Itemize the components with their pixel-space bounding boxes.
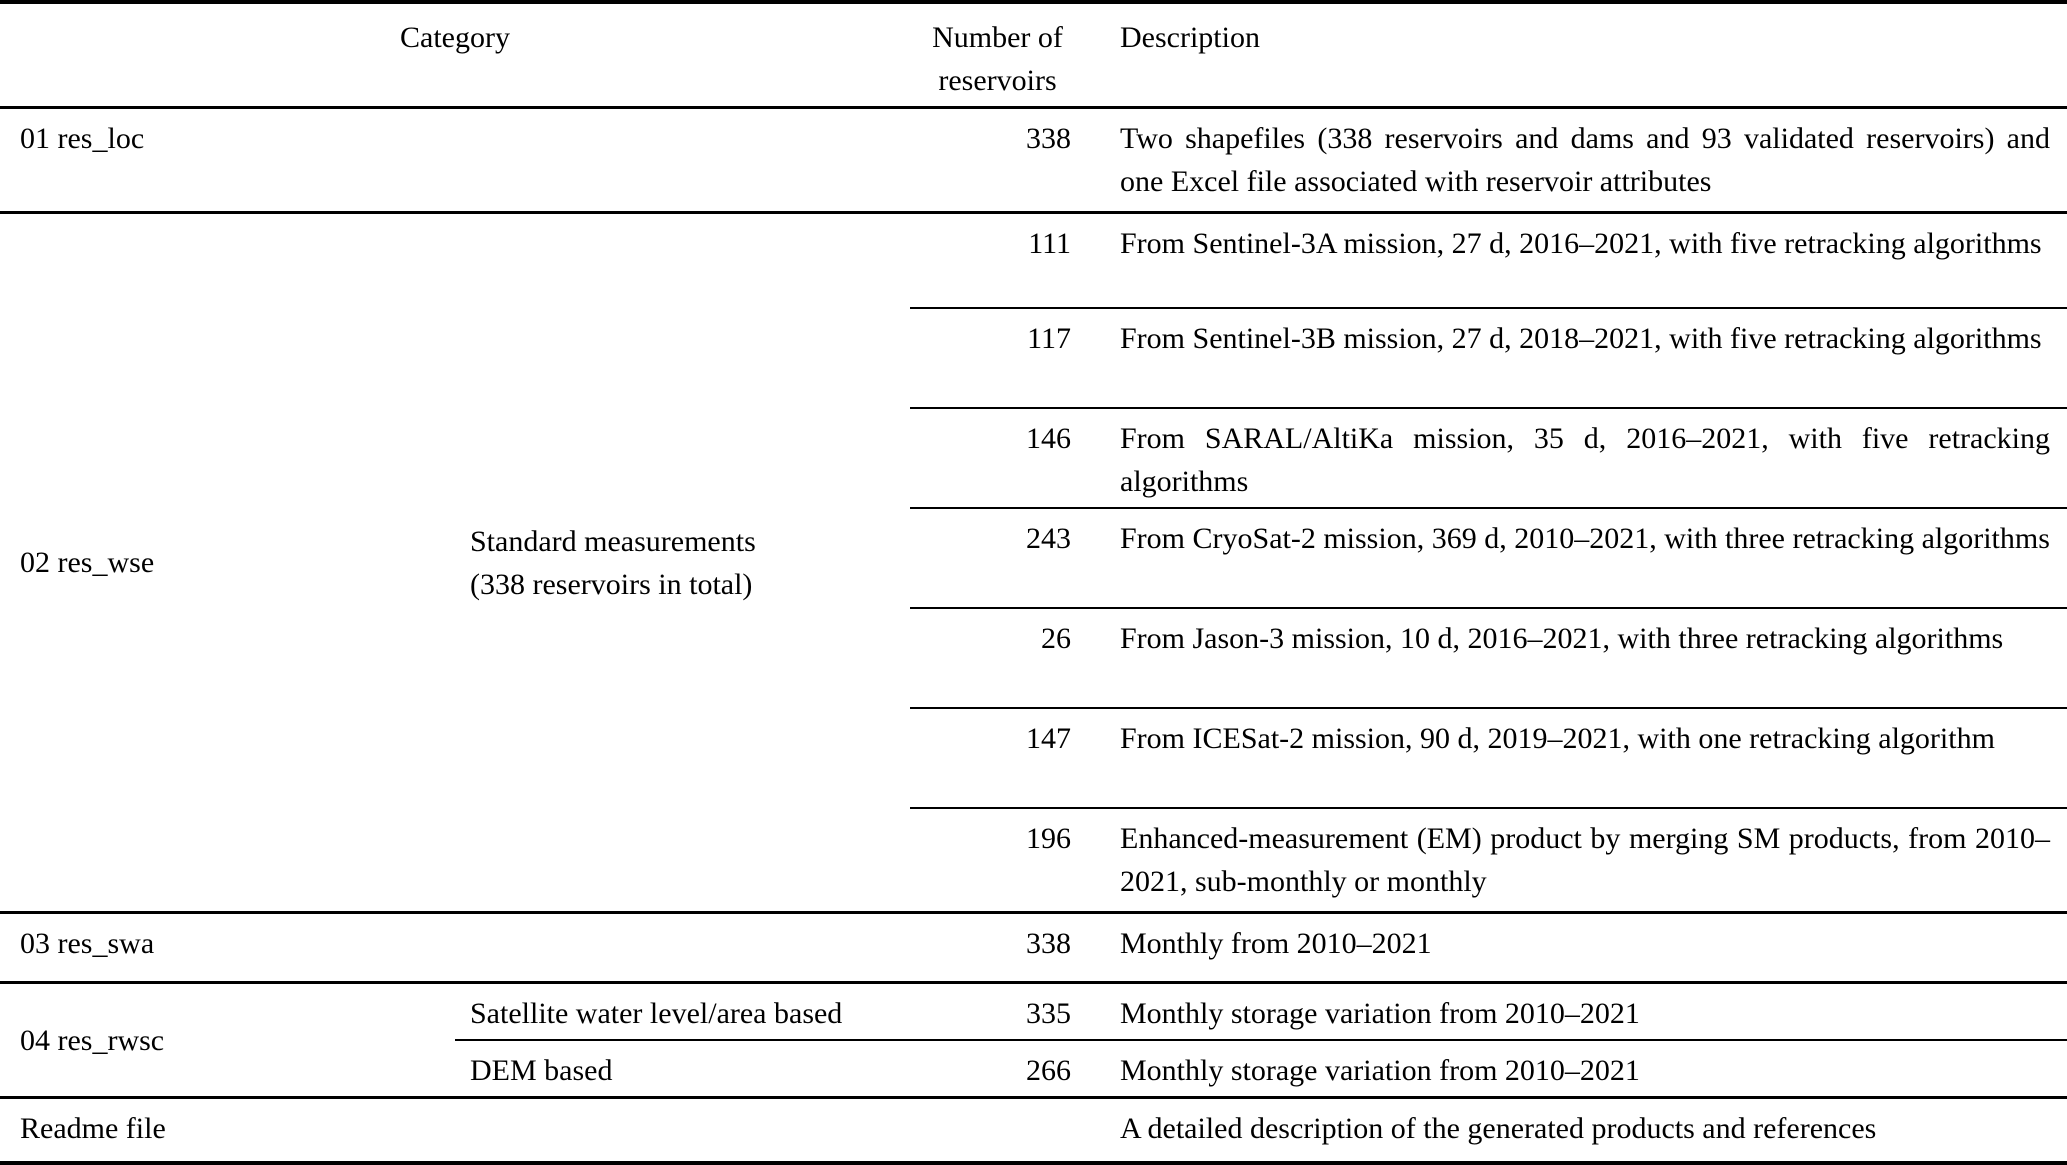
table-row-res-rwsc-satellite: 04 res_rwsc Satellite water level/area b… xyxy=(0,981,2067,1098)
subcategory-cell-empty xyxy=(455,108,910,213)
reservoir-count-cell: 196 xyxy=(910,806,1085,913)
column-header-description: Description xyxy=(1085,2,2067,109)
reservoir-count-cell: 147 xyxy=(910,706,1085,808)
description-cell: From SARAL/AltiKa mission, 35 d, 2016–20… xyxy=(1085,406,2067,508)
table-row-res-wse-jason3: 26 From Jason-3 mission, 10 d, 2016–2021… xyxy=(0,606,2067,708)
reservoir-count-cell xyxy=(910,1096,1085,1163)
table-row-res-loc: 01 res_loc 338 Two shapefiles (338 reser… xyxy=(0,108,2067,213)
table-row-res-wse-sentinel3b: 117 From Sentinel-3B mission, 27 d, 2018… xyxy=(0,306,2067,408)
category-cell: 03 res_swa xyxy=(0,911,455,983)
description-cell: A detailed description of the generated … xyxy=(1085,1096,2067,1163)
reservoir-count-cell: 26 xyxy=(910,606,1085,708)
description-cell: Monthly storage variation from 2010–2021 xyxy=(1085,1039,2067,1098)
reservoir-count-cell: 266 xyxy=(910,1039,1085,1098)
description-cell: Monthly from 2010–2021 xyxy=(1085,911,2067,983)
table-row-res-wse-sentinel3a: 02 res_wse Standard measurements (338 re… xyxy=(0,211,2067,913)
description-cell: Enhanced-measurement (EM) product by mer… xyxy=(1085,806,2067,913)
description-cell: From ICESat-2 mission, 90 d, 2019–2021, … xyxy=(1085,706,2067,808)
category-cell: 04 res_rwsc xyxy=(0,981,455,1098)
reservoir-count-cell: 338 xyxy=(910,911,1085,983)
table-row-res-wse-icesat2: 147 From ICESat-2 mission, 90 d, 2019–20… xyxy=(0,706,2067,808)
description-cell: From Jason-3 mission, 10 d, 2016–2021, w… xyxy=(1085,606,2067,708)
description-cell: From Sentinel-3A mission, 27 d, 2016–202… xyxy=(1085,211,2067,308)
description-cell: From CryoSat-2 mission, 369 d, 2010–2021… xyxy=(1085,506,2067,608)
category-cell: Readme file xyxy=(0,1096,455,1163)
table-row-res-wse-enhanced-measurement: 196 Enhanced-measurement (EM) product by… xyxy=(0,806,2067,913)
category-cell: 02 res_wse xyxy=(0,211,455,913)
table-row-res-swa: 03 res_swa 338 Monthly from 2010–2021 xyxy=(0,911,2067,983)
table-header-row: Category Number of reservoirs Descriptio… xyxy=(0,2,2067,109)
column-header-category: Category xyxy=(0,2,910,109)
subcategory-cell-empty xyxy=(455,1096,910,1163)
reservoir-count-cell: 117 xyxy=(910,306,1085,408)
reservoir-count-cell: 111 xyxy=(910,211,1085,308)
reservoir-count-cell: 243 xyxy=(910,506,1085,608)
subcategory-cell: Standard measurements (338 reservoirs in… xyxy=(455,211,910,913)
description-cell: Two shapefiles (338 reservoirs and dams … xyxy=(1120,122,2050,198)
subcategory-cell: DEM based xyxy=(455,1039,910,1098)
reservoir-count-cell: 338 xyxy=(1026,122,1071,155)
category-cell: 01 res_loc xyxy=(20,122,145,155)
description-cell: Monthly storage variation from 2010–2021 xyxy=(1085,981,2067,1040)
description-cell: From Sentinel-3B mission, 27 d, 2018–202… xyxy=(1085,306,2067,408)
reservoir-count-cell: 335 xyxy=(910,981,1085,1040)
table-row-res-wse-cryosat2: 243 From CryoSat-2 mission, 369 d, 2010–… xyxy=(0,506,2067,608)
table-row-res-wse-saral-altika: 146 From SARAL/AltiKa mission, 35 d, 201… xyxy=(0,406,2067,508)
subcategory-cell-empty xyxy=(455,911,910,983)
column-header-number-of-reservoirs: Number of reservoirs xyxy=(910,2,1085,109)
table-row-readme-file: Readme file A detailed description of th… xyxy=(0,1096,2067,1163)
subcategory-cell: Satellite water level/area based xyxy=(455,981,910,1040)
reservoir-count-cell: 146 xyxy=(910,406,1085,508)
table-row-res-rwsc-dem: DEM based 266 Monthly storage variation … xyxy=(0,1039,2067,1098)
